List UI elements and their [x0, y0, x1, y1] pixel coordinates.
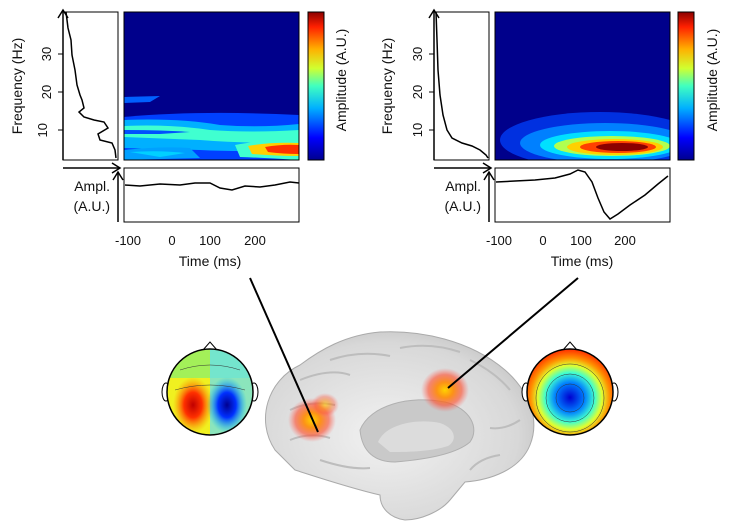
left-time-tick-0: 0 [168, 233, 175, 248]
right-freq-tick-10: 10 [410, 123, 425, 137]
right-topomap [521, 341, 619, 436]
left-freq-tick-30: 30 [39, 47, 54, 61]
left-panel: 10 20 30 Frequency (Hz) Amplitude [9, 8, 349, 269]
left-time-axis: -100 0 100 200 Time (ms) [115, 233, 266, 269]
right-time-tick-m100: -100 [486, 233, 512, 248]
right-panel: 10 20 30 Frequency (Hz) Amplitude (A.U.) [379, 8, 720, 269]
right-freq-tick-20: 20 [410, 85, 425, 99]
left-tf-map [124, 12, 299, 160]
left-spectrum-line [65, 11, 117, 159]
right-spectrum-plot: 10 20 30 Frequency (Hz) [379, 8, 493, 174]
right-tf-map [495, 12, 670, 160]
left-freq-tick-10: 10 [35, 123, 50, 137]
left-time-tick-m100: -100 [115, 233, 141, 248]
right-connector-line [447, 277, 579, 389]
parietal-activation [421, 368, 469, 412]
left-colorbar: Amplitude (A.U.) [307, 11, 349, 161]
left-topomap [161, 341, 259, 436]
left-freq-axis-label: Frequency (Hz) [9, 38, 25, 134]
right-amp-label-line2: (A.U.) [444, 198, 481, 214]
right-time-tick-0: 0 [539, 233, 546, 248]
right-spectrum-line [435, 11, 489, 159]
left-time-tick-200: 200 [244, 233, 266, 248]
right-freq-tick-30: 30 [410, 47, 425, 61]
right-colorbar: Amplitude (A.U.) [677, 11, 720, 161]
left-colorbar-label: Amplitude (A.U.) [333, 29, 349, 132]
left-connector-line [249, 277, 319, 433]
right-freq-axis-label: Frequency (Hz) [379, 38, 395, 134]
left-amp-label-line1: Ampl. [74, 178, 110, 194]
right-amp-label-line1: Ampl. [445, 178, 481, 194]
left-freq-tick-20: 20 [39, 85, 54, 99]
left-erp-trace [124, 181, 300, 191]
left-time-axis-label: Time (ms) [179, 253, 241, 269]
right-time-tick-100: 100 [570, 233, 592, 248]
right-colorbar-label: Amplitude (A.U.) [704, 29, 720, 132]
left-time-tick-100: 100 [199, 233, 221, 248]
left-erp-plot [123, 167, 300, 223]
right-amplitude-axis: Ampl. (A.U.) [444, 170, 495, 222]
left-spectrum-plot: 10 20 30 Frequency (Hz) [9, 8, 122, 174]
right-time-axis: -100 0 100 200 Time (ms) [486, 233, 636, 269]
right-erp-trace [495, 169, 669, 220]
left-amp-label-line2: (A.U.) [73, 198, 110, 214]
right-time-tick-200: 200 [614, 233, 636, 248]
brain-medial-surface [265, 331, 535, 521]
right-time-axis-label: Time (ms) [551, 253, 613, 269]
left-amplitude-axis: Ampl. (A.U.) [73, 170, 124, 222]
right-erp-plot [494, 167, 671, 223]
